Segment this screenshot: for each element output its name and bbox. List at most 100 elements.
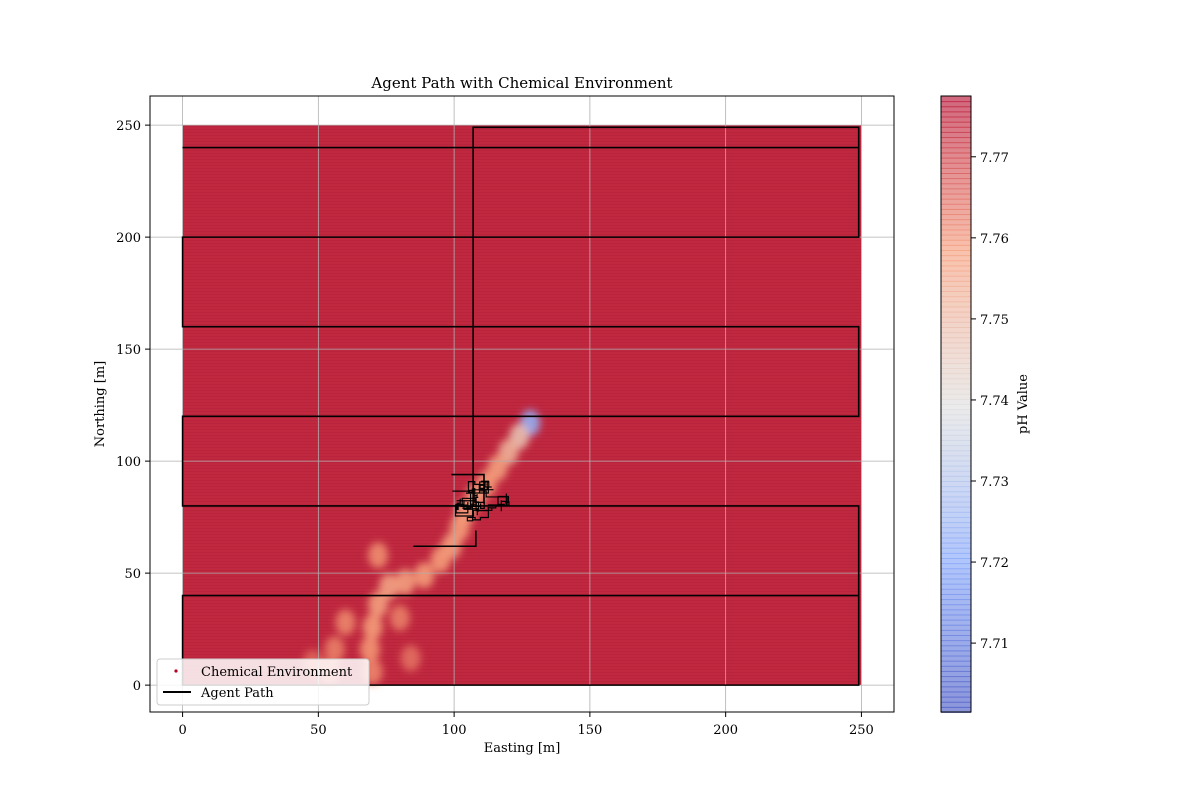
- colorbar-band: [941, 588, 971, 595]
- chart-title: Agent Path with Chemical Environment: [370, 74, 672, 92]
- colorbar-band: [941, 121, 971, 128]
- colorbar-band: [941, 193, 971, 200]
- x-tick-label: 50: [310, 723, 327, 738]
- colorbar: 7.71 7.72 7.73 7.74 7.75 7.76 7.77 pH Value: [940, 95, 1031, 713]
- colorbar-band: [941, 188, 971, 195]
- x-tick-label: 0: [178, 723, 186, 738]
- legend-box: [156, 658, 370, 706]
- colorbar-band: [941, 696, 971, 703]
- plume-point: [362, 613, 383, 640]
- colorbar-band: [941, 439, 971, 447]
- colorbar-band: [941, 347, 971, 354]
- colorbar-band: [941, 208, 971, 216]
- plume-point: [368, 591, 389, 618]
- colorbar-band: [941, 357, 971, 364]
- colorbar-band: [941, 167, 971, 174]
- legend: Chemical Environment Agent Path: [156, 658, 370, 706]
- colorbar-band: [941, 547, 971, 554]
- y-tick-label: 150: [116, 343, 141, 358]
- colorbar-band: [941, 450, 971, 457]
- colorbar-band: [941, 137, 971, 144]
- plume-point: [359, 636, 380, 663]
- colorbar-band: [941, 640, 971, 647]
- colorbar-band: [941, 686, 971, 693]
- x-tick-label: 100: [442, 723, 467, 738]
- colorbar-band: [941, 491, 971, 498]
- colorbar-band: [941, 568, 971, 575]
- colorbar-band: [941, 445, 971, 452]
- colorbar-band: [941, 250, 971, 257]
- colorbar-band: [941, 460, 971, 467]
- colorbar-band: [941, 316, 971, 323]
- axes-frame: [149, 95, 895, 713]
- colorbar-band: [941, 522, 971, 529]
- colorbar-band: [941, 368, 971, 375]
- colorbar-band: [941, 383, 971, 390]
- colorbar-label: pH Value: [1016, 374, 1031, 434]
- colorbar-band: [941, 106, 971, 113]
- y-tick-label: 50: [124, 567, 141, 582]
- colorbar-band: [941, 239, 971, 246]
- y-tick-label: 0: [133, 679, 141, 694]
- colorbar-band: [941, 619, 971, 626]
- colorbar-band: [941, 532, 971, 539]
- colorbar-band: [941, 583, 971, 590]
- colorbar-band: [941, 285, 971, 293]
- colorbar-band: [941, 552, 971, 559]
- y-tick-label: 250: [116, 119, 141, 134]
- colorbar-band: [941, 327, 971, 334]
- y-tick-label: 100: [116, 455, 141, 470]
- legend-label-agent-path: Agent Path: [200, 686, 274, 701]
- y-tick-label: 200: [116, 231, 141, 246]
- colorbar-band: [941, 701, 971, 708]
- colorbar-band: [941, 455, 971, 462]
- y-axis-label: Northing [m]: [93, 361, 108, 447]
- colorbar-band: [941, 573, 971, 580]
- colorbar-band: [941, 255, 971, 262]
- colorbar-band: [941, 311, 971, 318]
- colorbar-band: [941, 378, 971, 385]
- colorbar-band: [941, 198, 971, 205]
- colorbar-band: [941, 578, 971, 585]
- colorbar-band: [941, 352, 971, 359]
- agent-path-search-cluster: [452, 480, 510, 522]
- legend-label-chemical-environment: Chemical Environment: [201, 665, 353, 680]
- colorbar-band: [941, 393, 971, 400]
- colorbar-band: [941, 342, 971, 349]
- colorbar-band: [941, 665, 971, 672]
- colorbar-band: [941, 537, 971, 544]
- colorbar-band: [941, 604, 971, 611]
- colorbar-band: [941, 337, 971, 344]
- plume-point: [368, 542, 389, 569]
- colorbar-band: [941, 147, 971, 154]
- colorbar-tick-label: 7.74: [980, 394, 1009, 409]
- agent-path-transit: [472, 126, 860, 506]
- colorbar-band: [941, 599, 971, 606]
- colorbar-band: [941, 681, 971, 688]
- plume-point: [395, 569, 416, 596]
- colorbar-band: [941, 296, 971, 303]
- colorbar-band: [941, 434, 971, 441]
- x-tick-label: 250: [849, 723, 874, 738]
- plume-point: [324, 636, 345, 663]
- colorbar-band: [941, 362, 971, 370]
- colorbar-band: [941, 173, 971, 180]
- colorbar-band: [941, 270, 971, 277]
- colorbar-band: [941, 96, 971, 103]
- colorbar-band: [941, 203, 971, 210]
- x-tick-label: 150: [577, 723, 602, 738]
- colorbar-band: [941, 542, 971, 549]
- colorbar-band: [941, 593, 971, 601]
- colorbar-band: [941, 614, 971, 621]
- colorbar-tick-label: 7.73: [980, 475, 1009, 490]
- colorbar-band: [941, 609, 971, 616]
- colorbar-band: [941, 214, 971, 221]
- colorbar-band: [941, 219, 971, 226]
- colorbar-band: [941, 301, 971, 308]
- colorbar-band: [941, 527, 971, 534]
- colorbar-band: [941, 116, 971, 123]
- colorbar-band: [941, 470, 971, 477]
- colorbar-band: [941, 424, 971, 431]
- colorbar-band: [941, 244, 971, 251]
